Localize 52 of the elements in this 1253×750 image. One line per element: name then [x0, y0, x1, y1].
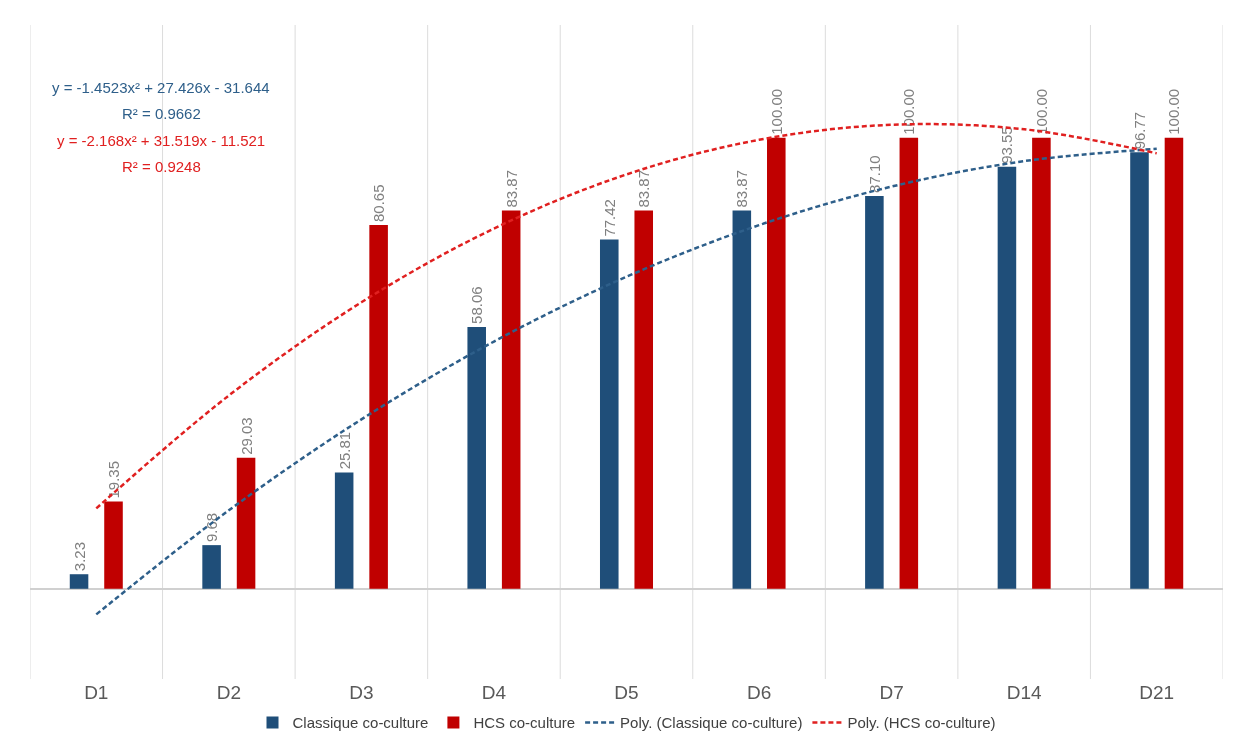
annotation: y = -2.168x² + 31.519x - 11.521 [57, 132, 266, 149]
data-label: 100.00 [767, 88, 785, 135]
bar [899, 137, 919, 589]
bar [634, 210, 654, 589]
data-label: 83.87 [635, 169, 653, 208]
data-label: 83.87 [502, 169, 520, 208]
data-label: 80.65 [370, 184, 388, 223]
bar [104, 501, 123, 589]
bar [369, 225, 388, 589]
data-label: 9.68 [203, 512, 221, 543]
legend-label: Classique co-culture [292, 714, 429, 732]
bar [334, 472, 354, 589]
data-label: 83.87 [733, 169, 751, 208]
x-tick-label: D14 [1006, 682, 1043, 703]
bar [732, 210, 752, 589]
data-label: 100.00 [1032, 88, 1050, 135]
x-tick-label: D2 [216, 682, 241, 703]
bar [1130, 152, 1149, 589]
bar [501, 210, 521, 589]
x-tick-label: D6 [746, 682, 772, 703]
bar [997, 166, 1017, 589]
x-tick-label: D3 [349, 682, 374, 703]
data-label: 3.23 [70, 542, 88, 572]
data-label: 29.03 [237, 417, 255, 455]
x-tick-label: D21 [1139, 682, 1175, 703]
legend-label: Poly. (Classique co-culture) [620, 714, 803, 732]
data-label: 19.35 [105, 460, 123, 499]
bar [1164, 137, 1184, 589]
data-label: 100.00 [900, 88, 918, 135]
annotation: R² = 0.9248 [122, 158, 201, 175]
bar [767, 137, 786, 589]
bar [202, 545, 221, 589]
data-label: 77.42 [600, 199, 618, 237]
legend-label: HCS co-culture [473, 714, 576, 732]
data-label: 96.77 [1130, 111, 1148, 150]
x-tick-label: D1 [84, 682, 109, 703]
data-label: 100.00 [1165, 88, 1183, 135]
bar [599, 239, 619, 589]
legend-label: Poly. (HCS co-culture) [847, 714, 996, 732]
text: R² = 0.9662 [122, 105, 201, 122]
text: y = -1.4523x² + 27.426x - 31.644 [52, 79, 270, 96]
bar [467, 326, 486, 589]
bar [1032, 137, 1051, 589]
x-tick-label: D5 [614, 682, 639, 703]
bar [69, 574, 89, 589]
data-label: 58.06 [468, 286, 486, 324]
data-label: 93.55 [998, 126, 1016, 164]
bar [865, 195, 884, 589]
data-label: 25.81 [335, 431, 353, 470]
x-tick-label: D7 [879, 682, 904, 703]
x-tick-label: D4 [481, 682, 507, 703]
bar [236, 457, 256, 589]
